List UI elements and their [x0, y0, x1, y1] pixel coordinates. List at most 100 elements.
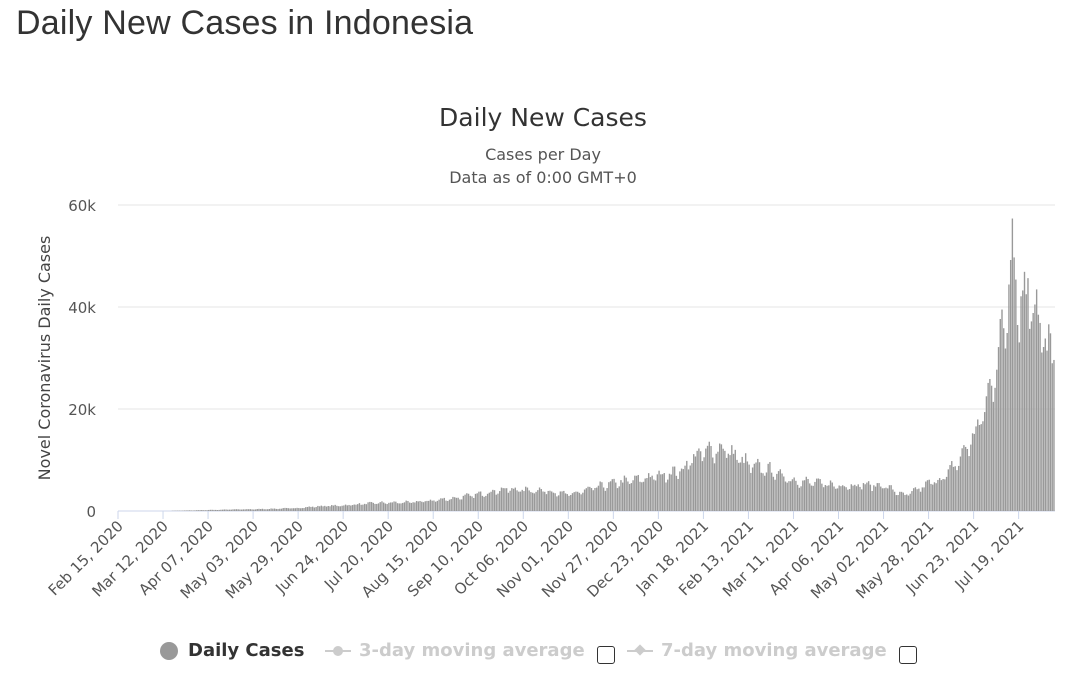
bar[interactable]	[992, 401, 995, 511]
bar[interactable]	[497, 493, 499, 511]
bar[interactable]	[568, 495, 570, 511]
bar[interactable]	[795, 480, 797, 511]
bar[interactable]	[587, 486, 589, 511]
bar[interactable]	[930, 483, 932, 511]
bar[interactable]	[760, 472, 762, 511]
bar[interactable]	[305, 507, 307, 511]
bar[interactable]	[739, 462, 742, 511]
bar[interactable]	[455, 497, 458, 511]
bar[interactable]	[717, 451, 719, 511]
bar[interactable]	[1049, 333, 1052, 511]
bar[interactable]	[483, 496, 485, 511]
bar[interactable]	[753, 463, 756, 511]
bar[interactable]	[279, 508, 281, 511]
bar[interactable]	[677, 478, 679, 511]
bar[interactable]	[256, 509, 258, 511]
bar[interactable]	[829, 480, 832, 511]
bar[interactable]	[197, 510, 200, 511]
bar[interactable]	[906, 494, 908, 511]
bar[interactable]	[743, 462, 745, 511]
bar[interactable]	[545, 494, 548, 511]
bar[interactable]	[391, 502, 394, 511]
bar[interactable]	[649, 477, 652, 511]
bar[interactable]	[471, 496, 473, 511]
bar[interactable]	[731, 445, 733, 511]
bar[interactable]	[959, 456, 962, 511]
bar[interactable]	[729, 455, 731, 511]
bar[interactable]	[187, 510, 189, 511]
bar[interactable]	[308, 506, 310, 511]
bar[interactable]	[727, 453, 730, 511]
bar[interactable]	[803, 480, 806, 511]
bar[interactable]	[386, 504, 388, 511]
bar[interactable]	[457, 497, 459, 511]
bar[interactable]	[400, 503, 402, 511]
bar[interactable]	[831, 482, 833, 511]
bar[interactable]	[895, 495, 898, 511]
bar[interactable]	[836, 488, 839, 511]
legend-item-7-day-average[interactable]: 7-day moving average	[627, 640, 887, 661]
bar[interactable]	[911, 491, 913, 511]
bar[interactable]	[722, 448, 724, 511]
bar[interactable]	[199, 510, 201, 511]
bar[interactable]	[958, 465, 960, 511]
bar[interactable]	[878, 483, 880, 511]
bar[interactable]	[583, 489, 586, 511]
bar[interactable]	[303, 508, 305, 511]
bar[interactable]	[450, 499, 452, 511]
bar[interactable]	[933, 482, 936, 511]
bar[interactable]	[862, 483, 865, 511]
bar[interactable]	[232, 509, 234, 511]
bar[interactable]	[890, 485, 892, 511]
bar[interactable]	[758, 462, 761, 511]
bar[interactable]	[653, 479, 655, 511]
bar[interactable]	[213, 509, 215, 511]
bar[interactable]	[490, 491, 492, 511]
bar[interactable]	[242, 509, 245, 511]
bar[interactable]	[441, 498, 444, 511]
bar[interactable]	[675, 475, 678, 511]
bar[interactable]	[691, 463, 693, 511]
bar[interactable]	[235, 509, 238, 511]
bar[interactable]	[495, 494, 497, 511]
bar[interactable]	[336, 505, 338, 511]
bar[interactable]	[559, 491, 562, 511]
bar[interactable]	[460, 499, 463, 511]
bar[interactable]	[609, 481, 612, 511]
bar[interactable]	[268, 509, 271, 511]
bar[interactable]	[1023, 271, 1026, 511]
bar[interactable]	[802, 480, 804, 511]
bar[interactable]	[1018, 342, 1021, 511]
bar[interactable]	[414, 502, 416, 511]
bar[interactable]	[443, 497, 445, 511]
bar[interactable]	[415, 501, 418, 511]
bar[interactable]	[505, 488, 508, 511]
bar[interactable]	[828, 485, 830, 511]
bar[interactable]	[301, 508, 303, 511]
bar[interactable]	[424, 501, 426, 511]
bar[interactable]	[788, 481, 790, 511]
bar[interactable]	[647, 473, 650, 511]
bar[interactable]	[230, 509, 232, 511]
bar[interactable]	[826, 485, 828, 511]
bar[interactable]	[452, 496, 454, 511]
bar[interactable]	[746, 461, 749, 511]
bar[interactable]	[767, 463, 769, 511]
bar[interactable]	[956, 470, 958, 511]
bar[interactable]	[793, 477, 795, 511]
bar[interactable]	[810, 485, 813, 511]
bar[interactable]	[474, 493, 477, 511]
bar[interactable]	[422, 502, 425, 511]
bar[interactable]	[698, 448, 700, 511]
bar[interactable]	[183, 510, 186, 511]
bar[interactable]	[322, 506, 324, 511]
bar[interactable]	[871, 490, 873, 511]
bar[interactable]	[925, 481, 927, 511]
bar[interactable]	[873, 485, 875, 511]
bar[interactable]	[783, 476, 785, 512]
bar[interactable]	[909, 493, 911, 511]
bar[interactable]	[462, 495, 465, 511]
bar[interactable]	[968, 456, 970, 511]
bar[interactable]	[654, 480, 657, 511]
bar[interactable]	[576, 491, 579, 511]
